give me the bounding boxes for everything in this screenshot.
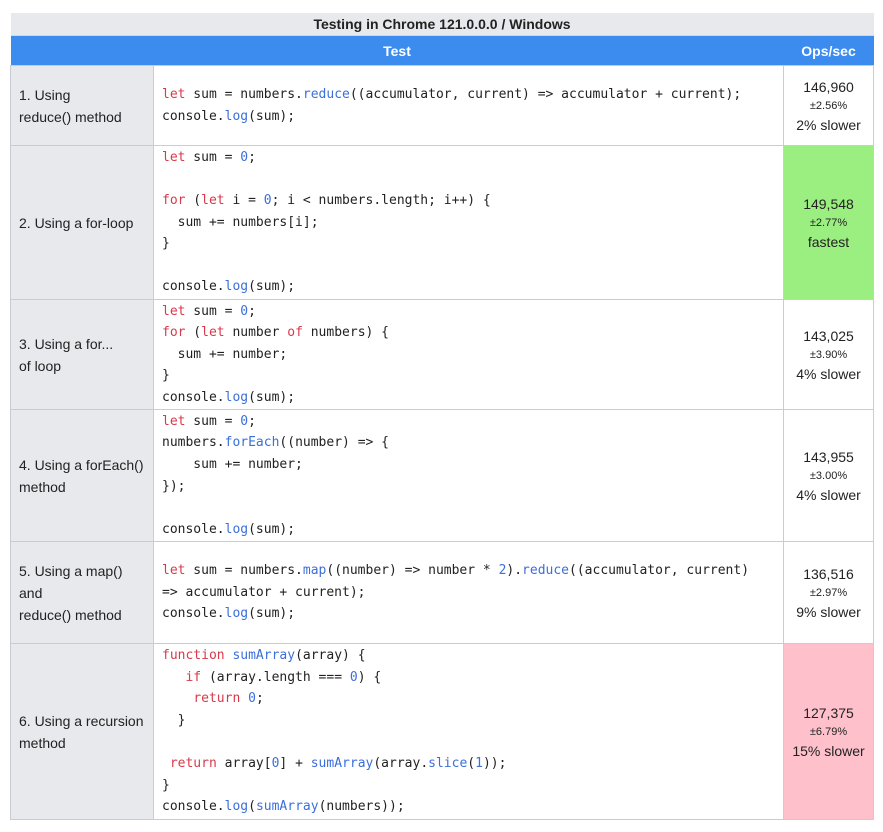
benchmark-results: Testing in Chrome 121.0.0.0 / Windows Te… <box>10 13 875 820</box>
test-code: let sum = numbers.map((number) => number… <box>153 541 784 644</box>
test-code: let sum = 0; for (let i = 0; i < numbers… <box>153 145 784 300</box>
ops-value: 146,960 <box>803 78 854 95</box>
ops-relative: 4% slower <box>796 486 861 503</box>
ops-relative: 15% slower <box>792 742 865 759</box>
column-header-ops: Ops/sec <box>783 35 874 66</box>
ops-relative: 4% slower <box>796 365 861 382</box>
ops-cell: 146,960 ±2.56% 2% slower <box>782 65 875 146</box>
results-table: Testing in Chrome 121.0.0.0 / Windows Te… <box>10 13 875 820</box>
table-row: 6. Using a recursion method function sum… <box>10 643 875 820</box>
ops-value: 143,955 <box>803 448 854 465</box>
ops-margin: ±3.00% <box>809 469 848 482</box>
ops-relative: 9% slower <box>796 603 861 620</box>
test-code: function sumArray(array) { if (array.len… <box>153 643 784 820</box>
ops-margin: ±2.97% <box>809 586 848 599</box>
test-code: let sum = numbers.reduce((accumulator, c… <box>153 65 784 146</box>
test-code: let sum = 0; for (let number of numbers)… <box>153 299 784 410</box>
table-row: 2. Using a for-loop let sum = 0; for (le… <box>10 145 875 300</box>
ops-value: 136,516 <box>803 565 854 582</box>
test-code: let sum = 0; numbers.forEach((number) =>… <box>153 409 784 542</box>
ops-margin: ±6.79% <box>809 725 848 738</box>
ops-cell: 149,548 ±2.77% fastest <box>782 145 875 300</box>
ops-cell: 127,375 ±6.79% 15% slower <box>782 643 875 820</box>
test-name: 5. Using a map() and reduce() method <box>10 541 154 644</box>
ops-margin: ±3.90% <box>809 348 848 361</box>
ops-cell: 136,516 ±2.97% 9% slower <box>782 541 875 644</box>
ops-value: 127,375 <box>803 704 854 721</box>
ops-value: 143,025 <box>803 327 854 344</box>
table-row: 4. Using a forEach() method let sum = 0;… <box>10 409 875 542</box>
test-name: 3. Using a for... of loop <box>10 299 154 410</box>
test-name: 1. Using reduce() method <box>10 65 154 146</box>
table-row: 5. Using a map() and reduce() method let… <box>10 541 875 644</box>
ops-cell: 143,955 ±3.00% 4% slower <box>782 409 875 542</box>
ops-relative: fastest <box>807 233 850 250</box>
column-header-test: Test <box>10 35 784 66</box>
ops-relative: 2% slower <box>796 116 861 133</box>
table-row: 1. Using reduce() method let sum = numbe… <box>10 65 875 146</box>
test-name: 2. Using a for-loop <box>10 145 154 300</box>
test-name: 6. Using a recursion method <box>10 643 154 820</box>
table-row: 3. Using a for... of loop let sum = 0; f… <box>10 299 875 410</box>
ops-value: 149,548 <box>803 195 854 212</box>
ops-cell: 143,025 ±3.90% 4% slower <box>782 299 875 410</box>
table-title: Testing in Chrome 121.0.0.0 / Windows <box>10 13 874 36</box>
test-name: 4. Using a forEach() method <box>10 409 154 542</box>
ops-margin: ±2.56% <box>809 99 848 112</box>
ops-margin: ±2.77% <box>809 216 848 229</box>
